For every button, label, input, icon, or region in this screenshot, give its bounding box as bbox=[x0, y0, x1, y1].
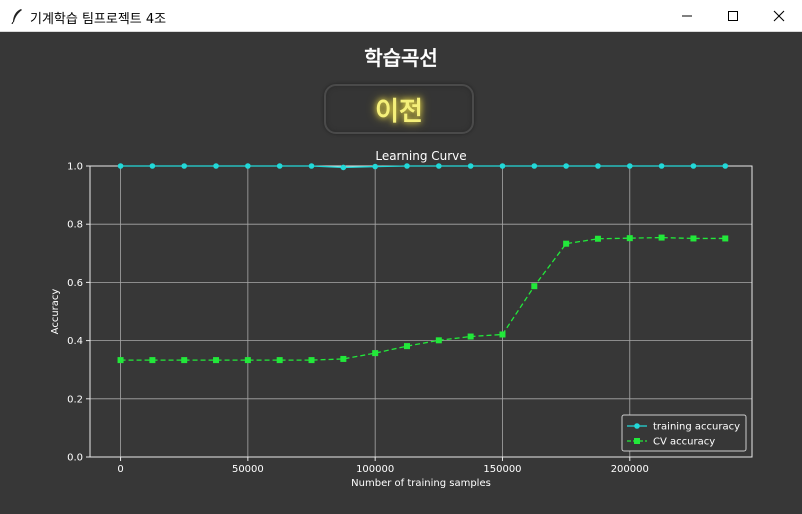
data-point bbox=[658, 163, 665, 169]
data-point bbox=[467, 163, 474, 169]
window-titlebar: 기계학습 팀프로젝트 4조 bbox=[0, 0, 802, 32]
data-point bbox=[658, 234, 665, 241]
data-point bbox=[308, 357, 315, 364]
data-point bbox=[595, 163, 601, 169]
series-line bbox=[120, 236, 726, 361]
legend-label: CV accuracy bbox=[653, 437, 715, 448]
data-point bbox=[149, 357, 156, 364]
prev-button[interactable]: 이전 bbox=[324, 84, 474, 134]
data-point bbox=[626, 235, 633, 242]
data-point bbox=[117, 163, 124, 169]
series-line bbox=[120, 165, 726, 169]
learning-curve-chart: 0 50000 100000 150000 200000 0.0 0.2 0.4 0.6 0.8 1… bbox=[50, 149, 753, 489]
data-point bbox=[531, 283, 538, 290]
minimize-icon bbox=[682, 15, 692, 17]
series bbox=[117, 163, 729, 364]
data-point bbox=[563, 240, 570, 247]
legend: training accuracy CV accuracy bbox=[621, 414, 747, 452]
close-button[interactable] bbox=[756, 0, 802, 32]
y-tick-label: 0.2 bbox=[67, 394, 83, 405]
data-point bbox=[467, 333, 474, 340]
data-point bbox=[372, 163, 378, 170]
plot-frame bbox=[89, 165, 753, 458]
data-point bbox=[372, 350, 379, 357]
data-point bbox=[276, 163, 283, 169]
close-icon bbox=[773, 10, 785, 22]
y-tick-label: 0.0 bbox=[67, 453, 83, 464]
chart-title: Learning Curve bbox=[375, 149, 466, 163]
data-point bbox=[690, 163, 697, 169]
data-point bbox=[626, 163, 633, 169]
legend-box bbox=[621, 414, 747, 452]
data-point bbox=[435, 337, 442, 344]
data-point bbox=[690, 235, 697, 242]
data-point bbox=[722, 163, 729, 169]
y-tick-label: 0.6 bbox=[67, 278, 83, 289]
x-tick-label: 200000 bbox=[611, 464, 649, 475]
data-point bbox=[244, 357, 251, 364]
data-point bbox=[181, 357, 188, 364]
x-axis-label: Number of training samples bbox=[351, 478, 491, 489]
window-title: 기계학습 팀프로젝트 4조 bbox=[30, 12, 167, 27]
data-point bbox=[404, 163, 410, 169]
y-tick-label: 1.0 bbox=[67, 162, 83, 173]
x-tick-label: 150000 bbox=[483, 464, 521, 475]
data-point bbox=[117, 357, 124, 364]
data-point bbox=[181, 163, 188, 169]
page-title: 학습곡선 bbox=[364, 46, 438, 70]
data-point bbox=[499, 331, 506, 338]
data-point bbox=[308, 163, 315, 169]
data-point bbox=[531, 163, 538, 169]
feather-icon bbox=[11, 9, 22, 24]
x-tick-label: 0 bbox=[117, 464, 123, 475]
data-point bbox=[340, 355, 347, 362]
y-axis-label: Accuracy bbox=[50, 289, 61, 335]
legend-marker bbox=[634, 423, 640, 429]
minimize-button[interactable] bbox=[664, 0, 710, 32]
data-point bbox=[403, 343, 410, 350]
maximize-button[interactable] bbox=[710, 0, 756, 32]
x-tick-label: 50000 bbox=[232, 464, 264, 475]
main-content: 학습곡선 이전 0 50000 100000 150000 200000 0.0 0.2 0.… bbox=[0, 32, 802, 514]
axis-ticks: 0 50000 100000 150000 200000 0.0 0.2 0.4 0.6 0.8 1… bbox=[67, 162, 649, 476]
data-point bbox=[436, 163, 442, 169]
legend-label: training accuracy bbox=[653, 422, 740, 433]
data-point bbox=[340, 164, 347, 171]
legend-marker bbox=[634, 438, 640, 444]
x-tick-label: 100000 bbox=[356, 464, 394, 475]
prev-button-label: 이전 bbox=[375, 96, 423, 127]
data-point bbox=[149, 163, 156, 169]
data-point bbox=[245, 163, 251, 169]
data-point bbox=[563, 163, 569, 169]
data-point bbox=[213, 163, 219, 169]
maximize-icon bbox=[728, 11, 738, 21]
data-point bbox=[722, 235, 729, 242]
y-tick-label: 0.8 bbox=[67, 220, 83, 231]
grid bbox=[90, 165, 752, 458]
data-point bbox=[499, 163, 506, 169]
data-point bbox=[276, 357, 283, 364]
data-point bbox=[213, 357, 220, 364]
data-point bbox=[594, 235, 601, 242]
y-tick-label: 0.4 bbox=[67, 336, 83, 347]
